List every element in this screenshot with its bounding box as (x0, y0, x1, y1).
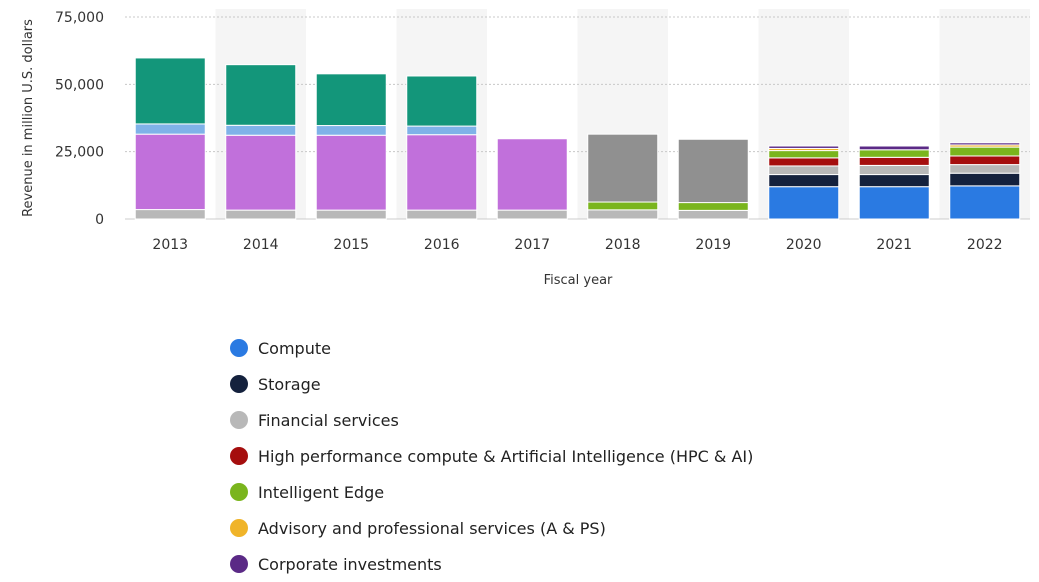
bar-segment[interactable] (949, 164, 1021, 174)
bar-segment[interactable] (315, 125, 387, 136)
x-tick-label: 2014 (243, 237, 279, 253)
x-axis-ticks: 2013 2014 2015 2016 2017 2018 2019 2020 2021 2022 (152, 237, 1002, 253)
x-tick-label: 2018 (605, 237, 641, 253)
y-axis-ticks: 0 25,000 50,000 75,000 (55, 10, 104, 228)
legend-label: Storage (258, 374, 321, 394)
bar-segment[interactable] (768, 157, 840, 167)
bar-segment[interactable] (134, 57, 206, 125)
legend-label: Corporate investments (258, 554, 442, 574)
bar-segment[interactable] (587, 133, 659, 203)
x-tick-label: 2016 (424, 237, 460, 253)
bar-segment[interactable] (858, 156, 930, 166)
bar-segment[interactable] (315, 134, 387, 211)
bar-segment[interactable] (406, 209, 478, 220)
bar-segment[interactable] (949, 155, 1021, 166)
bar-segment[interactable] (949, 172, 1021, 187)
legend-swatch-icon (230, 339, 248, 357)
x-tick-label: 2021 (876, 237, 912, 253)
x-tick-label: 2019 (695, 237, 731, 253)
x-tick-label: 2022 (967, 237, 1003, 253)
bar-segment[interactable] (677, 202, 749, 211)
legend-swatch-icon (230, 375, 248, 393)
bar-segment[interactable] (677, 138, 749, 204)
bar-segment[interactable] (949, 146, 1021, 157)
bar-segment[interactable] (858, 174, 930, 188)
legend-swatch-icon (230, 447, 248, 465)
x-axis-label: Fiscal year (544, 273, 613, 288)
y-axis-label: Revenue in million U.S. dollars (21, 19, 36, 217)
x-tick-label: 2017 (514, 237, 550, 253)
legend-item[interactable]: Storage (230, 366, 753, 402)
bar-segment[interactable] (949, 142, 1021, 146)
bar-segment[interactable] (225, 124, 297, 136)
bar-segment[interactable] (768, 150, 840, 159)
bar-segment[interactable] (496, 138, 568, 211)
bar-segment[interactable] (406, 134, 478, 211)
bar-segment[interactable] (768, 165, 840, 176)
legend: Compute Storage Financial services High per… (230, 330, 753, 582)
bar-segment[interactable] (496, 209, 568, 220)
bar-segment[interactable] (768, 145, 840, 149)
x-tick-label: 2015 (333, 237, 369, 253)
y-tick-label: 0 (95, 212, 104, 228)
bar-segment[interactable] (225, 209, 297, 220)
bars (134, 57, 1021, 220)
bar-segment[interactable] (315, 73, 387, 127)
bar-segment[interactable] (315, 209, 387, 220)
legend-item[interactable]: Corporate investments (230, 546, 753, 582)
legend-swatch-icon (230, 519, 248, 537)
legend-label: Intelligent Edge (258, 482, 385, 502)
bar-segment[interactable] (225, 134, 297, 211)
bar-segment[interactable] (225, 64, 297, 126)
bar-segment[interactable] (858, 145, 930, 151)
bar-segment[interactable] (134, 209, 206, 220)
bar-segment[interactable] (406, 125, 478, 136)
legend-label: Compute (258, 338, 331, 358)
legend-label: Advisory and professional services (A & … (258, 518, 606, 538)
legend-swatch-icon (230, 411, 248, 429)
bar-segment[interactable] (858, 186, 930, 220)
legend-item[interactable]: Intelligent Edge (230, 474, 753, 510)
legend-label: High performance compute & Artificial In… (258, 446, 754, 466)
legend-swatch-icon (230, 555, 248, 573)
x-tick-label: 2020 (786, 237, 822, 253)
bar-segment[interactable] (677, 209, 749, 220)
legend-item[interactable]: High performance compute & Artificial In… (230, 438, 753, 474)
bar-segment[interactable] (768, 174, 840, 188)
bar-segment[interactable] (587, 201, 659, 211)
y-tick-label: 75,000 (55, 10, 104, 26)
legend-swatch-icon (230, 483, 248, 501)
bar-segment[interactable] (587, 209, 659, 220)
bar-segment[interactable] (134, 123, 206, 135)
stacked-bar-chart: 0 25,000 50,000 75,000 2013 2014 2015 2016 2017… (21, 9, 1030, 288)
bar-segment[interactable] (406, 75, 478, 127)
y-tick-label: 50,000 (55, 77, 104, 93)
legend-item[interactable]: Advisory and professional services (A & … (230, 510, 753, 546)
x-tick-label: 2013 (152, 237, 188, 253)
y-tick-label: 25,000 (55, 145, 104, 161)
bar-segment[interactable] (949, 185, 1021, 220)
bar-segment[interactable] (134, 133, 206, 211)
legend-item[interactable]: Compute (230, 330, 753, 366)
legend-label: Financial services (258, 410, 399, 430)
bar-segment[interactable] (768, 186, 840, 220)
legend-item[interactable]: Financial services (230, 402, 753, 438)
bar-segment[interactable] (858, 149, 930, 158)
bar-segment[interactable] (858, 164, 930, 176)
